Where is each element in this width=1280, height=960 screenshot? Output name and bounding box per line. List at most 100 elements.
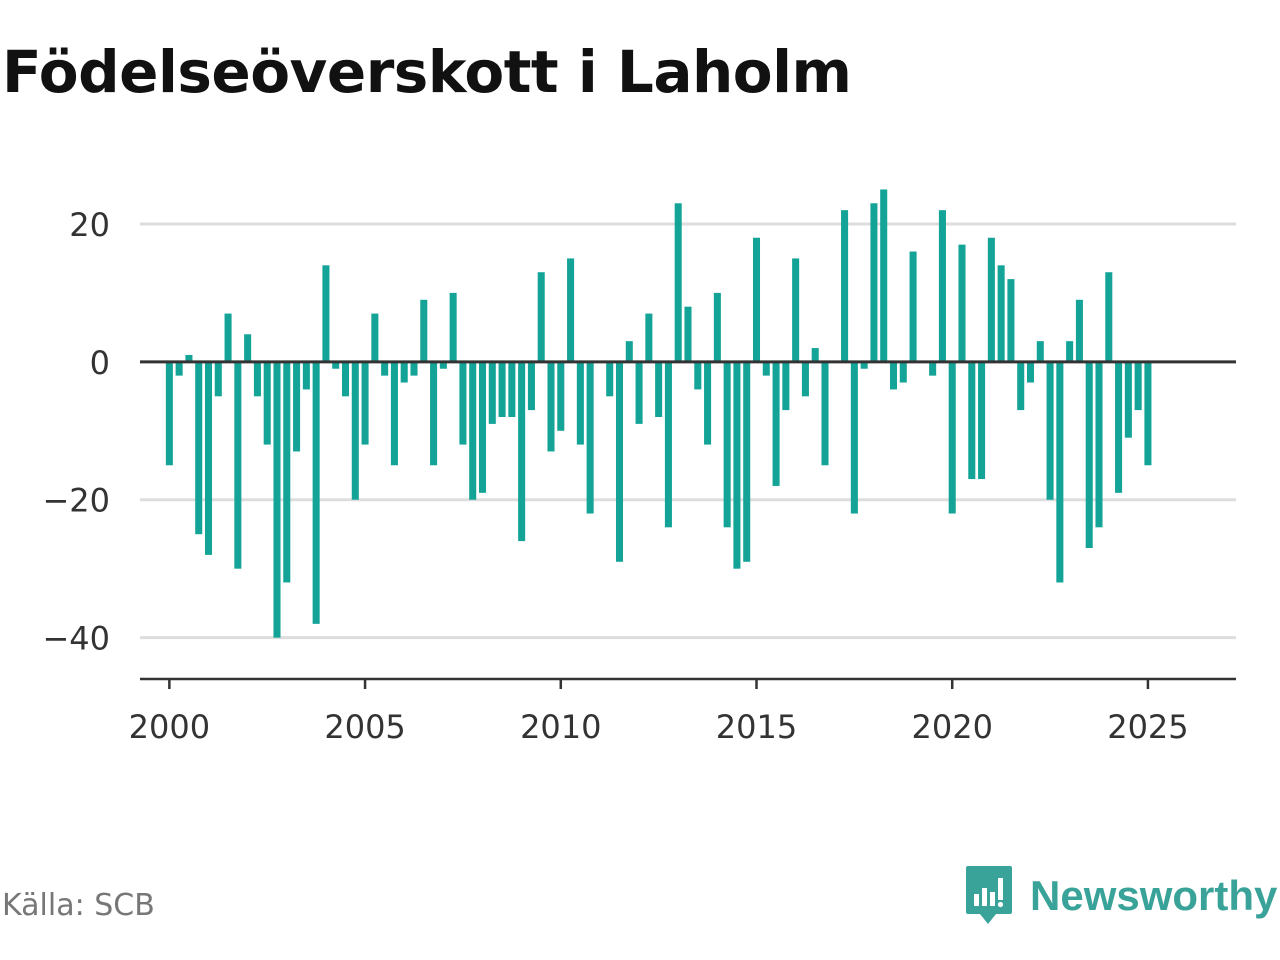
bar [850, 361, 858, 514]
bar [283, 361, 291, 583]
x-tick-label: 2015 [716, 708, 797, 746]
bar [684, 306, 692, 362]
bar [694, 361, 702, 390]
bar [1026, 361, 1035, 383]
bar [821, 361, 829, 466]
bar [968, 361, 976, 480]
brand-name: Newsworthy [1030, 872, 1278, 919]
bar [704, 361, 712, 445]
bar [449, 292, 457, 362]
y-tick-label: −40 [42, 620, 110, 658]
bar [1046, 361, 1054, 500]
bar [175, 361, 183, 376]
bar [674, 203, 682, 362]
bar [224, 313, 232, 362]
bar [195, 361, 203, 535]
bar [635, 361, 643, 424]
bar [576, 361, 584, 445]
bar [1105, 272, 1113, 362]
brand-logo: Newsworthy [964, 864, 1277, 928]
bar [547, 361, 555, 452]
axes: 20 0 −20 −40 2000 2005 2010 2015 2020 2025 [42, 206, 1236, 746]
bar [938, 210, 946, 362]
x-tick-label: 2020 [911, 708, 992, 746]
bar [488, 361, 496, 424]
bar [1095, 361, 1103, 528]
newsworthy-logo-icon [966, 866, 1012, 924]
bar [312, 361, 320, 624]
bar [782, 361, 790, 411]
bar [478, 361, 487, 493]
x-tick-label: 2010 [520, 708, 601, 746]
chart-title: Födelseöverskott i Laholm [2, 38, 852, 106]
bar [557, 361, 565, 431]
bar [390, 361, 398, 466]
bar [1124, 361, 1132, 438]
bar [400, 361, 408, 383]
bar [567, 258, 575, 362]
bar [958, 244, 966, 362]
bar [1007, 279, 1015, 362]
bar [430, 361, 438, 466]
bar [948, 361, 956, 514]
bar [987, 237, 995, 362]
bar [234, 361, 242, 569]
bar [1017, 361, 1025, 411]
bar [244, 334, 252, 362]
bar [1056, 361, 1064, 583]
bar [1066, 341, 1074, 362]
bar [655, 361, 663, 417]
x-tick-label: 2025 [1107, 708, 1188, 746]
bar [165, 361, 173, 466]
bar [841, 210, 849, 362]
source-label: Källa: SCB [2, 888, 155, 923]
bar [606, 361, 614, 397]
bar [527, 361, 535, 411]
bar [1075, 299, 1083, 362]
bar [860, 361, 868, 369]
bar [498, 361, 506, 417]
bar [214, 361, 222, 397]
bar [733, 361, 741, 569]
x-tick-label: 2000 [129, 708, 210, 746]
y-tick-label: −20 [42, 482, 110, 520]
bar [811, 348, 819, 362]
y-tick-label: 20 [69, 206, 110, 244]
bar [322, 265, 330, 362]
bar [713, 292, 721, 362]
bar [997, 265, 1005, 362]
bar [929, 361, 937, 376]
bar [743, 361, 751, 562]
bar [332, 361, 340, 369]
bar [664, 361, 672, 528]
bar [439, 361, 447, 369]
bar [762, 361, 770, 376]
x-tick-label: 2005 [324, 708, 405, 746]
bar [1144, 361, 1152, 466]
bar [273, 361, 281, 638]
bar [870, 203, 878, 362]
bar [469, 361, 477, 500]
bar [723, 361, 731, 528]
bar [978, 361, 986, 480]
bar [204, 361, 213, 555]
grid-lines [140, 222, 1236, 640]
bar [381, 361, 389, 376]
bar [889, 361, 898, 390]
bar [880, 189, 888, 362]
bar [586, 361, 594, 514]
bar [645, 313, 653, 362]
bar [909, 251, 917, 362]
bar [625, 341, 633, 362]
bar [410, 361, 418, 376]
bar [253, 361, 261, 397]
bar [752, 237, 761, 362]
bar [420, 299, 428, 362]
bar [537, 272, 545, 362]
bars [165, 189, 1152, 638]
bar [361, 361, 369, 445]
bar [792, 258, 800, 362]
bar [801, 361, 809, 397]
bar [263, 361, 271, 445]
